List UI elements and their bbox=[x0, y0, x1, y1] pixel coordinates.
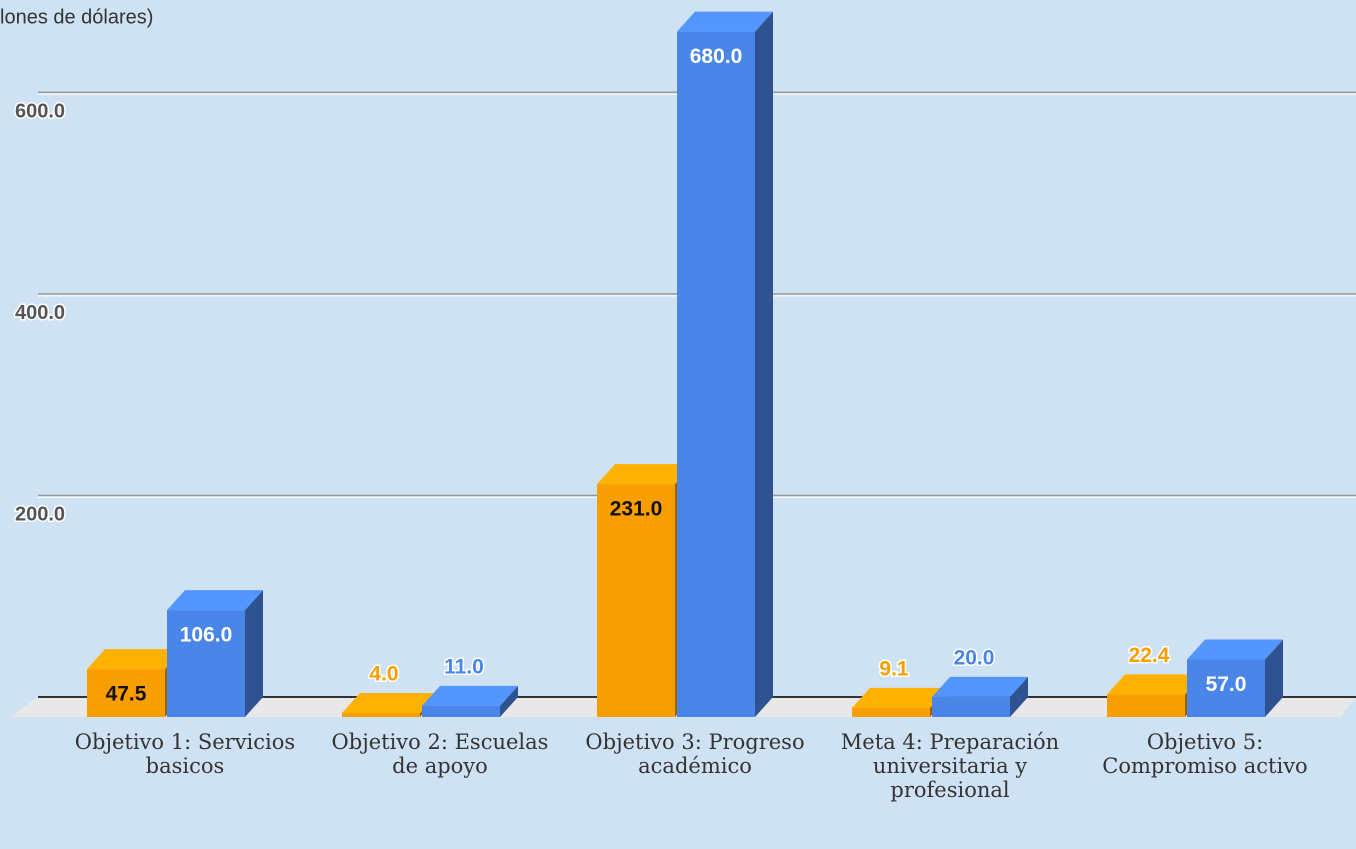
x-tick-label: Objetivo 3: Progreso académico bbox=[585, 730, 805, 778]
bar bbox=[167, 590, 263, 717]
value-label: 680.0 bbox=[690, 45, 743, 68]
y-tick-label: 600.0 bbox=[15, 101, 65, 123]
bar bbox=[422, 685, 518, 717]
bar-front bbox=[1107, 694, 1185, 717]
bar-top bbox=[422, 685, 518, 706]
bar-top bbox=[167, 590, 263, 611]
value-label: 47.5 bbox=[106, 683, 147, 706]
bar-side bbox=[245, 590, 263, 717]
value-label: 9.1 bbox=[879, 657, 909, 680]
bar-front bbox=[677, 31, 755, 718]
bar-top bbox=[1107, 674, 1203, 695]
x-tick-label: Objetivo 5: Compromiso activo bbox=[1102, 730, 1308, 778]
x-tick-label: Objetivo 1: Servicios basicos bbox=[74, 730, 296, 778]
bar-side bbox=[500, 685, 518, 717]
bar-top bbox=[932, 676, 1028, 697]
bar-top bbox=[87, 649, 183, 670]
bar-front bbox=[87, 669, 165, 717]
bar-side bbox=[1010, 676, 1028, 717]
bar-side bbox=[755, 11, 773, 718]
value-label: 20.0 bbox=[954, 646, 995, 669]
bar-front bbox=[852, 707, 930, 717]
bar bbox=[1187, 639, 1283, 717]
y-tick-label: 400.0 bbox=[15, 302, 65, 324]
chart-title: lones de dólares) bbox=[0, 6, 153, 28]
bar-front bbox=[422, 705, 500, 717]
bar-top bbox=[677, 11, 773, 32]
value-label: 231.0 bbox=[610, 498, 663, 521]
bar-front bbox=[167, 610, 245, 717]
value-label: 11.0 bbox=[444, 655, 484, 678]
y-tick-label: 200.0 bbox=[15, 504, 65, 526]
bar-front bbox=[342, 712, 420, 717]
bar-top bbox=[342, 692, 438, 713]
value-label: 4.0 bbox=[369, 663, 398, 686]
bar-side bbox=[1265, 639, 1283, 717]
x-tick-label: Meta 4: Preparación universitaria y prof… bbox=[840, 730, 1060, 802]
value-label: 57.0 bbox=[1206, 673, 1247, 696]
bar bbox=[677, 11, 773, 718]
value-label: 106.0 bbox=[180, 624, 233, 647]
bar-front bbox=[932, 696, 1010, 717]
value-label: 22.4 bbox=[1129, 644, 1170, 667]
bar-front bbox=[1187, 659, 1265, 717]
bar-top bbox=[1187, 639, 1283, 660]
bar bbox=[932, 676, 1028, 717]
x-tick-label: Objetivo 2: Escuelas de apoyo bbox=[331, 730, 549, 778]
bar-top bbox=[852, 687, 948, 708]
bar-top bbox=[597, 464, 693, 485]
bar-front bbox=[597, 484, 675, 717]
